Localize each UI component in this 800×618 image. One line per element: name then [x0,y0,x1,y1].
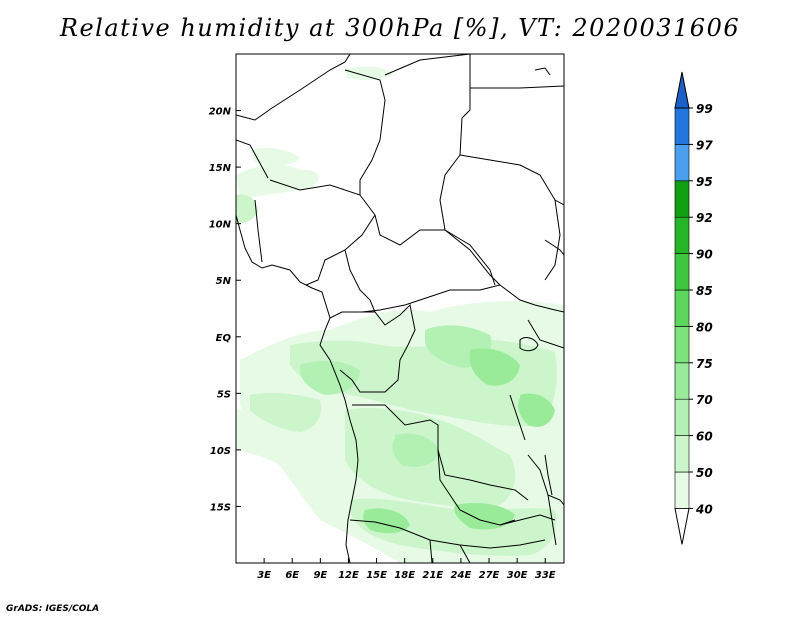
humidity-patch-guinea [236,194,258,224]
lake-tanganyika [509,394,526,441]
border-drc-east [499,284,564,313]
colorbar-swatch [674,144,690,182]
y-tick-label: 10N [209,220,232,231]
y-tick-label: EQ [216,333,232,344]
colorbar-swatch [674,289,690,327]
colorbar-label: 80 [696,320,713,334]
humidity-region-southwest [250,392,322,432]
colorbar-swatch [674,107,690,145]
border-ethiopia [544,239,564,256]
humidity-core-1 [300,360,360,395]
border-mozambique [547,494,564,506]
colorbar-swatch [674,471,690,509]
humidity-patch-north [345,66,392,81]
x-tick-label: 18E [394,570,415,581]
humidity-core-5 [363,508,410,534]
border-caprivi [429,539,433,563]
y-tick-label: 5N [216,276,232,287]
x-tick-label: 21E [422,570,443,581]
colorbar-swatch [674,435,690,473]
coastline-west-africa [236,214,359,563]
country-boundaries [236,54,564,563]
border-cameroon [344,249,376,313]
border-botswana-sa [459,544,471,563]
border-uganda-kenya [527,319,564,349]
colorbar-upper-triangle [674,71,690,109]
lake-malawi [544,454,553,496]
humidity-core-7 [518,393,555,427]
colorbar-label: 85 [696,284,713,298]
colorbar-label: 75 [696,357,713,371]
humidity-patch-central-africa [250,147,300,166]
colorbar-label: 99 [696,102,713,116]
x-tick-label: 3E [257,570,271,581]
colorbar-label: 97 [696,138,713,152]
border-gabon-congo [329,303,416,393]
y-tick-label: 15N [209,163,232,174]
coast-red-sea [534,67,551,76]
border-sahara-east [384,54,471,231]
colorbar-label: 40 [695,502,713,516]
border-sudan [459,154,561,281]
colorbar-label: 70 [696,393,713,407]
y-tick-label: 5S [217,389,231,400]
colorbar-swatch [674,326,690,364]
x-tick-label: 9E [313,570,327,581]
colorbar-label: 95 [696,175,713,189]
x-tick-label: 30E [507,570,528,581]
colorbar-label: 90 [696,248,713,262]
colorbar-swatch [674,362,690,400]
border-zimbabwe [499,514,556,526]
x-tick-label: 27E [479,570,500,581]
map-axes: 3E 6E 9E 12E 15E 18E 21E 24E 27E 30E 33E 20N 15N 10N 5… [209,107,556,581]
border-mali [236,139,269,179]
colorbar: 40 50 60 70 75 80 85 90 92 95 97 99 [674,71,713,545]
y-tick-label: 10S [210,446,231,457]
humidity-core-6 [454,503,515,530]
x-tick-label: 33E [535,570,556,581]
x-tick-label: 24E [451,570,472,581]
border-sahara-central [344,69,386,195]
colorbar-label: 60 [696,430,713,444]
border-eritrea [554,199,564,206]
y-tick-label: 20N [209,107,232,118]
x-tick-label: 15E [366,570,387,581]
border-car [361,214,501,313]
grads-credit: GrADS: IGES/COLA [6,604,100,614]
humidity-core-4 [392,433,440,467]
x-tick-label: 12E [338,570,359,581]
colorbar-swatch [674,253,690,291]
lake-victoria [519,337,539,352]
border-ghana-ivory [254,199,263,263]
colorbar-swatch [674,216,690,254]
colorbar-lower-triangle [674,507,690,545]
x-tick-label: 6E [285,570,299,581]
colorbar-label: 50 [696,466,713,480]
humidity-core-3 [469,348,520,386]
border-libya-egypt [470,85,564,89]
border-namibia-botswana [349,519,546,549]
border-nigeria [269,179,376,286]
colorbar-label: 92 [696,211,713,225]
map-title: Relative humidity at 300hPa [%], VT: 202… [59,14,741,42]
border-sahara-west [236,54,351,121]
humidity-shading [236,66,564,563]
colorbar-swatch [674,180,690,218]
map-frame [235,53,565,564]
border-chad-sudan [444,229,496,286]
colorbar-swatch [674,398,690,436]
y-tick-label: 15S [210,502,231,513]
